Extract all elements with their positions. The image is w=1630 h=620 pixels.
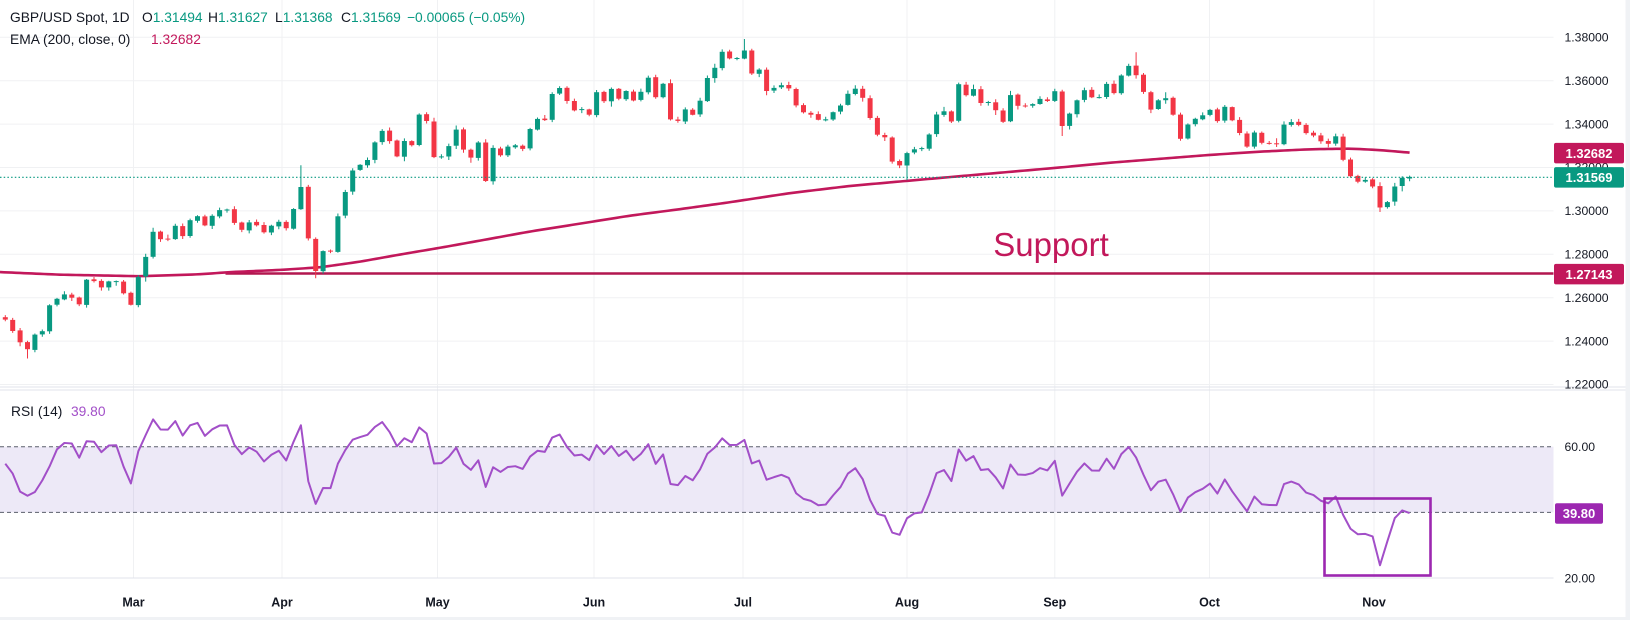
svg-text:60.00: 60.00 — [1565, 440, 1596, 454]
svg-text:1.38000: 1.38000 — [1565, 31, 1609, 45]
svg-text:1.36000: 1.36000 — [1565, 74, 1609, 88]
svg-text:O1.31494: O1.31494 — [142, 10, 203, 25]
svg-text:Sep: Sep — [1043, 596, 1066, 610]
svg-text:H1.31627: H1.31627 — [208, 10, 268, 25]
svg-text:−0.00065 (−0.05%): −0.00065 (−0.05%) — [407, 10, 525, 25]
svg-text:Apr: Apr — [271, 596, 293, 610]
svg-text:Mar: Mar — [122, 596, 144, 610]
svg-text:1.26000: 1.26000 — [1565, 291, 1609, 305]
svg-text:1.31569: 1.31569 — [1566, 170, 1613, 185]
svg-text:RSI (14): RSI (14) — [11, 404, 62, 419]
svg-text:1.27143: 1.27143 — [1566, 267, 1613, 282]
svg-text:1.24000: 1.24000 — [1565, 334, 1609, 348]
svg-text:Jun: Jun — [583, 596, 605, 610]
svg-text:1.32682: 1.32682 — [1566, 146, 1613, 161]
svg-text:L1.31368: L1.31368 — [275, 10, 333, 25]
svg-text:C1.31569: C1.31569 — [341, 10, 401, 25]
svg-text:39.80: 39.80 — [1563, 506, 1596, 521]
svg-text:Aug: Aug — [895, 596, 919, 610]
svg-text:1.22000: 1.22000 — [1565, 378, 1609, 392]
svg-text:20.00: 20.00 — [1565, 571, 1596, 585]
svg-text:39.80: 39.80 — [71, 404, 106, 419]
svg-text:Support: Support — [993, 226, 1109, 263]
svg-text:May: May — [425, 596, 449, 610]
svg-text:1.32682: 1.32682 — [151, 32, 201, 47]
svg-text:Nov: Nov — [1362, 596, 1386, 610]
svg-text:Jul: Jul — [734, 596, 752, 610]
svg-text:1.34000: 1.34000 — [1565, 117, 1609, 131]
svg-text:Oct: Oct — [1199, 596, 1221, 610]
svg-text:EMA (200, close, 0): EMA (200, close, 0) — [10, 32, 130, 47]
svg-text:1.28000: 1.28000 — [1565, 248, 1609, 262]
svg-text:GBP/USD Spot, 1D: GBP/USD Spot, 1D — [10, 10, 130, 25]
svg-text:1.30000: 1.30000 — [1565, 204, 1609, 218]
